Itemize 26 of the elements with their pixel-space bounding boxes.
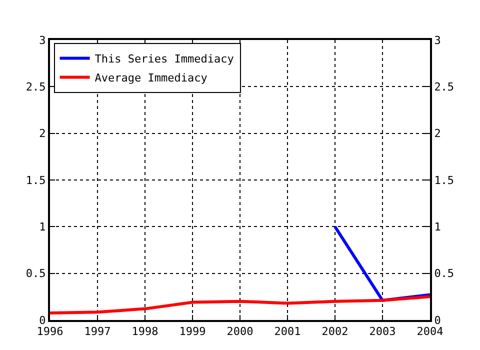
x-tick-label: 2004 [416, 325, 444, 338]
legend-label: This Series Immediacy [94, 52, 234, 66]
x-tick-label: 2002 [322, 325, 348, 338]
x-tick-label: 2003 [369, 325, 396, 338]
x-tick-label: 1996 [36, 325, 64, 338]
y2-tick-label: 3 [434, 34, 441, 47]
y2-tick-label: 0 [434, 314, 441, 327]
x-tick-label: 2001 [274, 325, 301, 338]
y-tick-label: 3 [39, 34, 46, 47]
y-tick-label: 2.5 [26, 80, 46, 94]
y-tick-label: 1 [39, 220, 46, 234]
x-tick-label: 1998 [132, 325, 158, 338]
legend-label: Average Immediacy [94, 72, 208, 85]
y-tick-label: 0 [39, 314, 46, 327]
y-tick-label: 0.5 [26, 267, 46, 280]
line-series [50, 295, 430, 314]
x-tick-label: 2000 [226, 325, 254, 338]
y2-tick-label: 0.5 [434, 267, 454, 280]
y2-tick-label: 2 [434, 127, 441, 140]
y2-tick-label: 1.5 [434, 174, 454, 187]
y-tick-label: 1.5 [26, 174, 46, 187]
y2-tick-label: 2.5 [434, 80, 454, 94]
y2-tick-label: 1 [434, 220, 441, 234]
x-tick-label: 1999 [179, 325, 206, 338]
y-tick-label: 2 [39, 127, 46, 140]
x-tick-label: 1997 [84, 325, 111, 338]
